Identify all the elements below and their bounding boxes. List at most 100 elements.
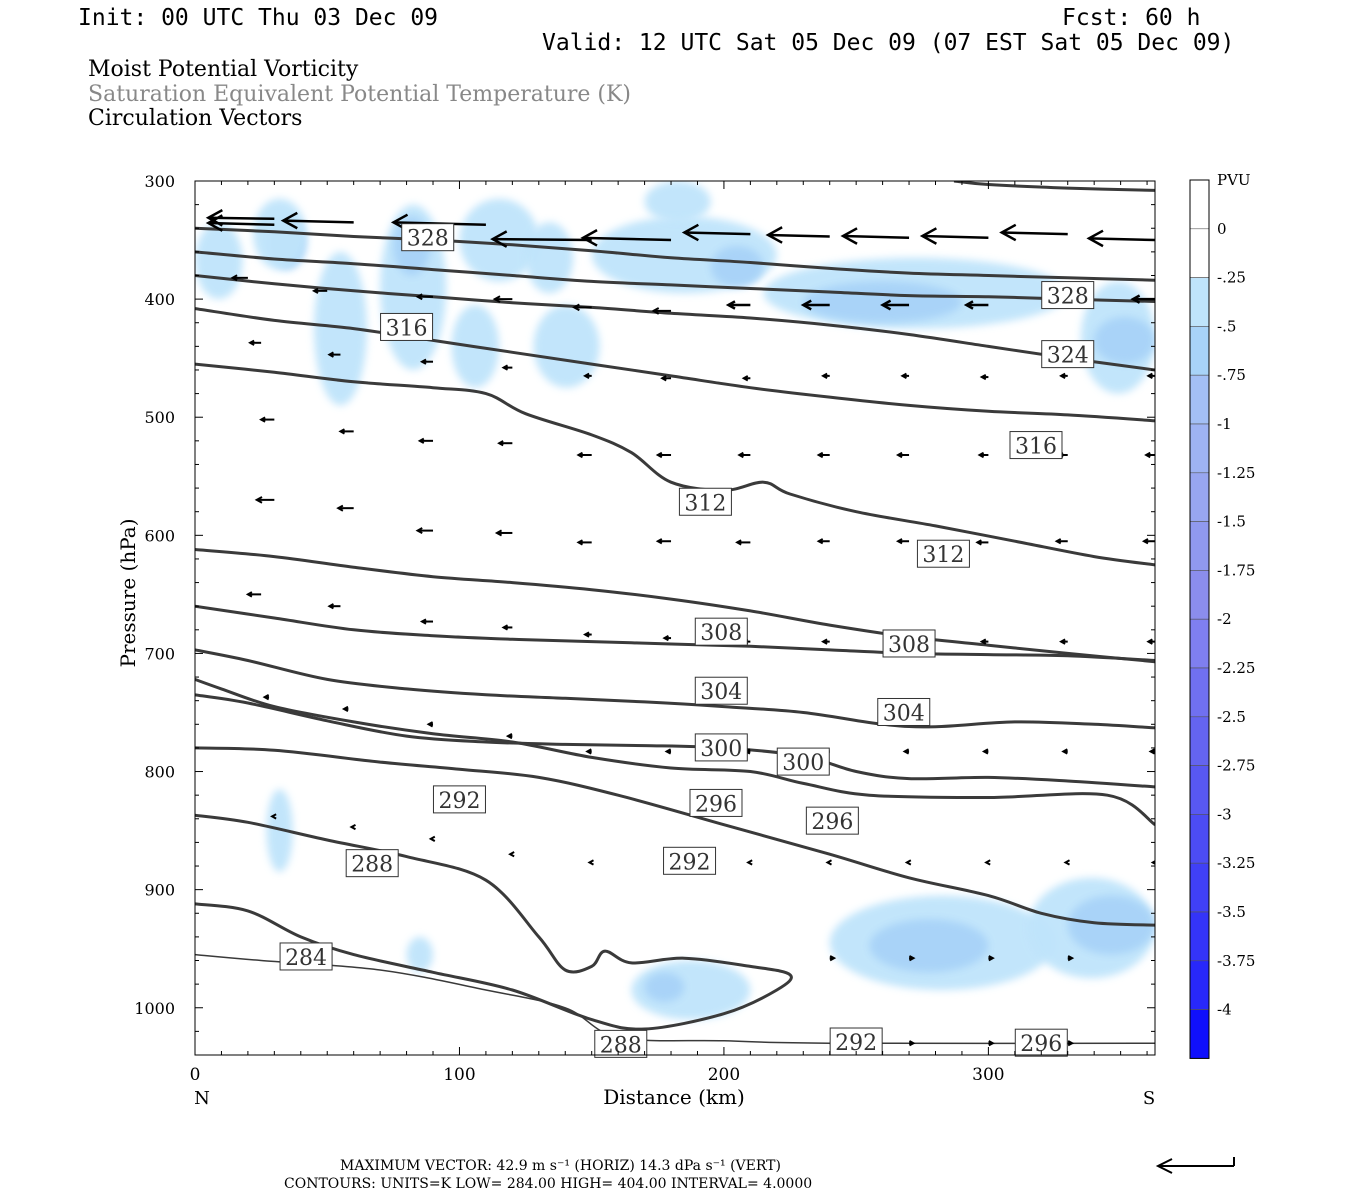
contour-label-text: 312 <box>922 543 964 568</box>
vector-head <box>737 451 744 459</box>
vector-head <box>1150 860 1155 865</box>
vector-head <box>419 358 427 365</box>
circulation-vector <box>505 733 513 740</box>
y-tick-label: 900 <box>144 881 175 900</box>
contour-320 <box>195 307 1155 423</box>
contour-label: 292 <box>663 846 717 875</box>
circulation-vector <box>341 705 349 713</box>
circulation-vector <box>1054 538 1068 545</box>
vector-head <box>902 748 910 755</box>
vector-head <box>501 364 509 371</box>
vector-head <box>248 339 255 346</box>
circulation-vector <box>583 631 592 638</box>
contour-label: 288 <box>345 849 399 878</box>
vector-head <box>1063 859 1071 866</box>
vector-head <box>1086 229 1104 248</box>
colorbar-cell <box>1189 326 1210 376</box>
x-tick-label: 0 <box>190 1065 201 1085</box>
circulation-vector <box>1061 748 1068 755</box>
vector-head <box>919 227 937 245</box>
vector-head <box>904 859 912 866</box>
vector-shaft <box>843 234 910 239</box>
y-tick-label: 800 <box>144 763 175 782</box>
vector-shaft <box>1001 231 1068 236</box>
vector-head <box>1067 1040 1075 1047</box>
colorbar-cell <box>1189 814 1210 864</box>
vector-head <box>327 351 334 358</box>
contour-label: 288 <box>594 1029 648 1058</box>
y-tick-label: 500 <box>144 408 175 427</box>
colorbar-cell <box>1189 374 1210 425</box>
vector-head <box>746 859 753 866</box>
vector-head <box>977 451 985 459</box>
contour-label-text: 296 <box>695 792 737 817</box>
vector-head <box>490 230 508 248</box>
circulation-vector <box>259 416 275 423</box>
vector-head <box>262 694 270 701</box>
contour-label-text: 292 <box>438 789 480 814</box>
contour-label-text: 328 <box>1047 285 1089 310</box>
contour-label-box <box>1041 281 1095 310</box>
circulation-vector <box>415 527 434 535</box>
contour-label: 300 <box>776 747 830 776</box>
vector-head <box>821 372 828 379</box>
vector-head <box>988 1040 995 1047</box>
contour-label-box <box>916 539 970 568</box>
colorbar-cell <box>1189 911 1210 962</box>
vector-head <box>230 274 238 282</box>
vector-head <box>415 293 423 301</box>
vector-head <box>895 451 903 459</box>
vector-head <box>908 1040 916 1047</box>
contour-label: 328 <box>401 223 455 252</box>
colorbar-cell <box>1189 765 1210 815</box>
circulation-vector <box>651 307 672 315</box>
vector-head <box>984 859 991 866</box>
circulation-vector <box>977 451 989 459</box>
colorbar-label: 0 <box>1217 220 1227 238</box>
vector-head <box>800 299 812 311</box>
circulation-vector <box>735 539 751 546</box>
vector-head <box>664 748 672 755</box>
vector-head <box>662 635 669 642</box>
circulation-vector <box>417 437 434 444</box>
vector-head <box>1054 538 1062 545</box>
axes: 300 400 500 600 700 800 900 1000 0 100 200 300 N S Dis… <box>116 172 1155 1109</box>
x-tick-label: 200 <box>708 1065 740 1085</box>
contour-label-text: 312 <box>684 491 726 516</box>
colorbar-cell <box>1189 228 1210 278</box>
vector-head <box>1059 638 1066 645</box>
contour-label-text: 308 <box>888 633 930 658</box>
vector-head <box>338 428 345 435</box>
circulation-vector <box>988 955 995 962</box>
circulation-vector <box>497 440 513 447</box>
circulation-vector <box>576 451 592 459</box>
circulation-vector <box>825 859 832 866</box>
colorbar-cell <box>1189 423 1210 474</box>
vector-head <box>741 375 749 382</box>
contour-label: 304 <box>694 676 748 705</box>
colorbar-label: -1.75 <box>1217 561 1255 579</box>
contour-label-box <box>776 747 830 776</box>
vector-head <box>492 295 501 303</box>
vector-head <box>583 631 590 638</box>
circulation-vector <box>681 223 751 242</box>
circulation-vector <box>327 603 341 610</box>
colorbar-cell <box>1189 570 1210 620</box>
circulation-vector <box>895 538 910 545</box>
circulation-vector <box>428 835 436 842</box>
circulation-vector <box>829 955 837 962</box>
circulation-vector <box>746 859 753 866</box>
contour-label-box <box>694 617 748 646</box>
pv-region <box>869 919 989 973</box>
pv-region <box>803 281 962 323</box>
contour-label: 284 <box>279 942 333 971</box>
vector-head <box>311 287 319 294</box>
circulation-vector <box>984 859 991 866</box>
pv-region <box>710 245 764 288</box>
contour-label-box <box>829 1027 883 1056</box>
circulation-vector <box>270 813 277 820</box>
circulation-vector <box>975 539 989 546</box>
contour-label: 300 <box>694 733 748 762</box>
vector-head <box>259 416 266 423</box>
vector-head <box>660 375 667 382</box>
